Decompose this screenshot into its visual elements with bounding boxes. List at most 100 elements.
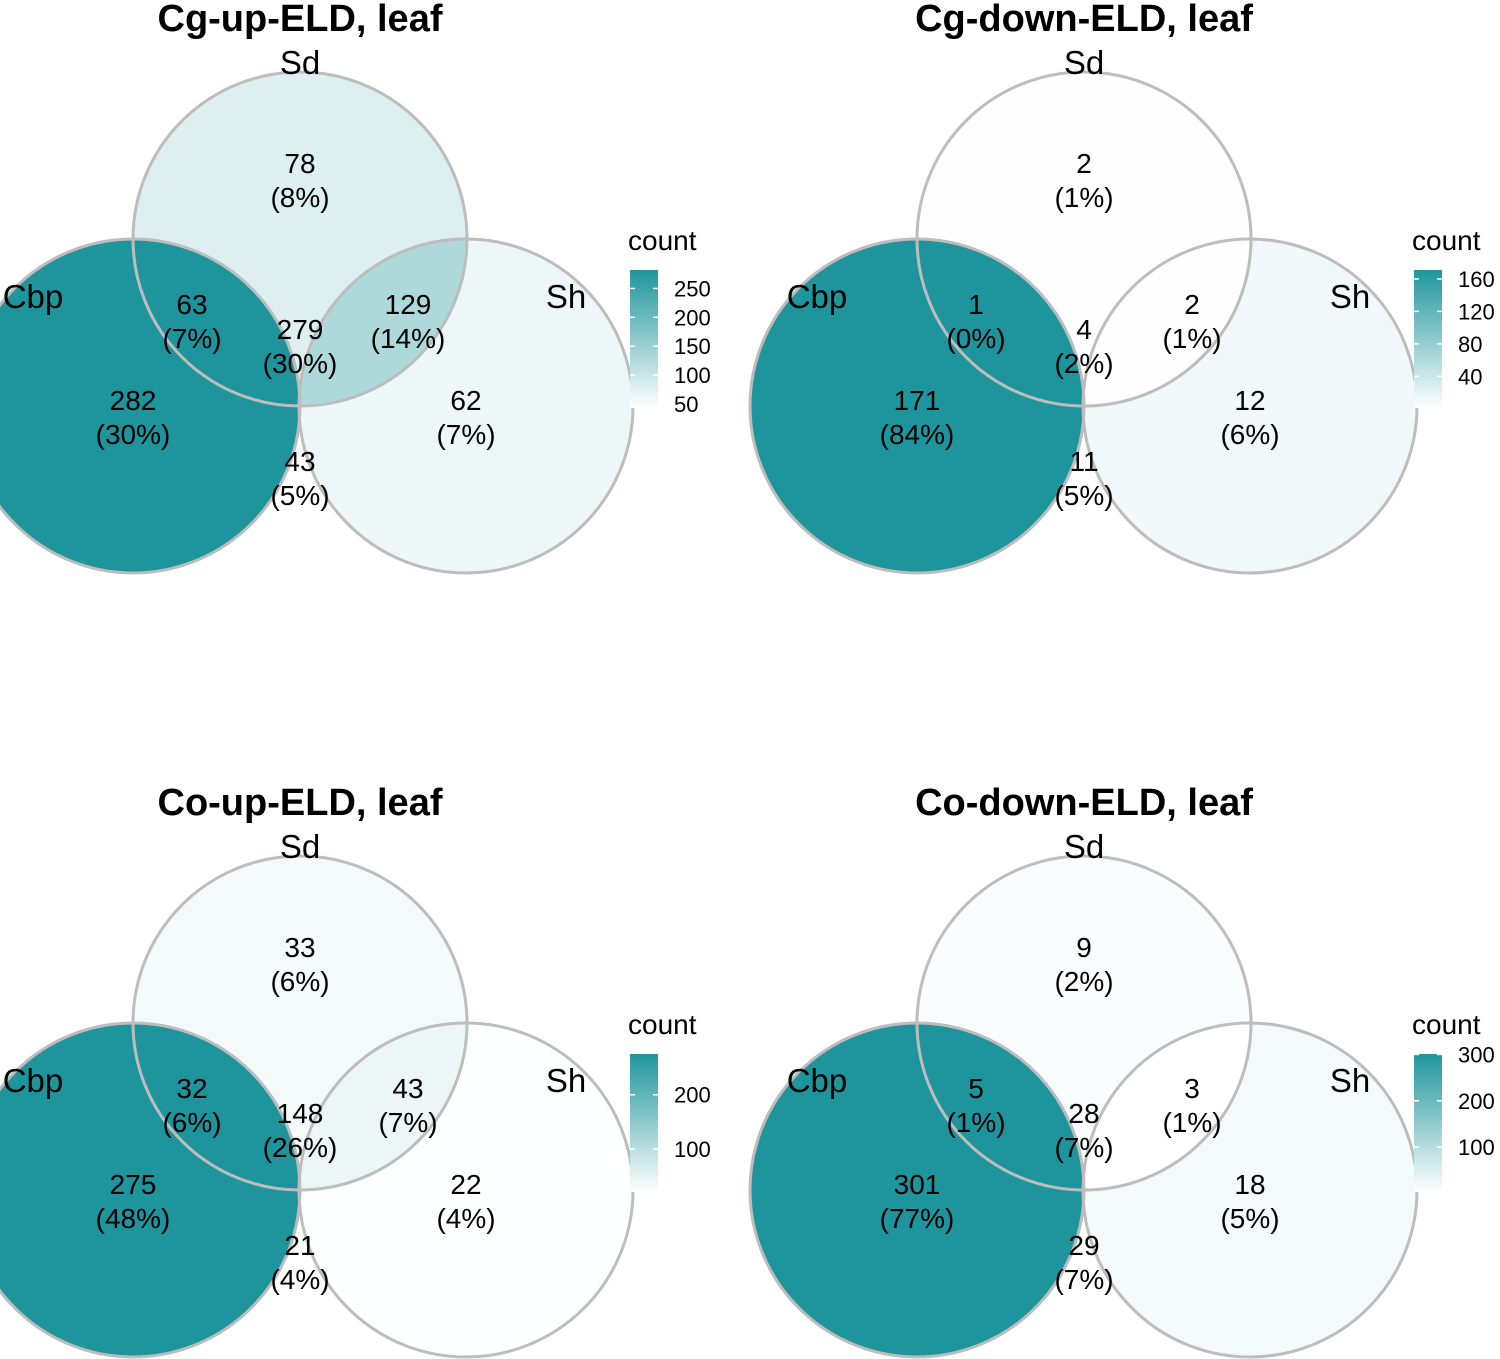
set-label-sh: Sh [546, 278, 586, 315]
region-count-sd-only: 78 [284, 148, 315, 179]
region-pct-cbp-sd: (1%) [946, 1107, 1005, 1138]
region-pct-sh-only: (7%) [436, 419, 495, 450]
region-count-cbp-sh: 29 [1068, 1230, 1099, 1261]
region-count-all: 4 [1076, 314, 1092, 345]
set-label-cbp: Cbp [3, 278, 64, 315]
set-label-sd: Sd [1064, 44, 1104, 81]
region-sd-only [133, 856, 467, 1190]
region-pct-cbp-sh: (5%) [1054, 480, 1113, 511]
region-cbp-only [749, 1023, 1084, 1357]
region-sh-only [299, 1023, 634, 1357]
legend-tick-label: 150 [674, 334, 711, 359]
legend-tick-label: 80 [1458, 332, 1482, 357]
legend-tick-label: 200 [1458, 1089, 1495, 1114]
region-sh-only [299, 239, 634, 573]
region-sh-only [1083, 1023, 1417, 1357]
legend-colorbar [1414, 1054, 1442, 1192]
region-sh-only [1083, 239, 1417, 573]
region-count-cbp-sh: 21 [284, 1230, 315, 1261]
region-sd-sh [1083, 1023, 1251, 1191]
region-pct-sh-only: (4%) [436, 1203, 495, 1234]
region-count-sh-only: 62 [450, 385, 481, 416]
set-label-sh: Sh [1330, 278, 1370, 315]
region-pct-sd-sh: (1%) [1162, 1107, 1221, 1138]
legend-tick-label: 300 [1458, 1042, 1495, 1067]
legend-tick-label: 100 [674, 1137, 711, 1162]
legend-colorbar [630, 1054, 658, 1192]
set-label-cbp: Cbp [3, 1062, 64, 1099]
region-count-all: 148 [277, 1098, 324, 1129]
legend-tick-label: 160 [1458, 267, 1495, 292]
region-count-sd-only: 33 [284, 932, 315, 963]
region-pct-all: (26%) [263, 1132, 338, 1163]
region-count-cbp-sd: 5 [968, 1073, 984, 1104]
region-count-cbp-only: 275 [110, 1169, 157, 1200]
region-pct-cbp-sh: (4%) [270, 1264, 329, 1295]
legend-colorbar [630, 270, 658, 408]
region-pct-cbp-only: (30%) [96, 419, 171, 450]
region-count-sd-sh: 2 [1184, 289, 1200, 320]
legend-tick-label: 100 [674, 363, 711, 388]
region-pct-cbp-only: (84%) [880, 419, 955, 450]
region-sd-only [917, 856, 1251, 1190]
region-pct-sh-only: (5%) [1220, 1203, 1279, 1234]
region-pct-all: (30%) [263, 348, 338, 379]
region-count-sh-only: 22 [450, 1169, 481, 1200]
legend-tick-label: 40 [1458, 364, 1482, 389]
region-count-cbp-sd: 1 [968, 289, 984, 320]
region-pct-cbp-sd: (0%) [946, 323, 1005, 354]
set-label-sd: Sd [1064, 828, 1104, 865]
region-pct-sd-only: (8%) [270, 182, 329, 213]
region-sd-only [917, 72, 1251, 406]
legend-tick-label: 50 [674, 392, 698, 417]
region-sd-sh [299, 239, 467, 407]
legend-tick-label: 250 [674, 276, 711, 301]
set-label-sh: Sh [1330, 1062, 1370, 1099]
region-pct-cbp-only: (48%) [96, 1203, 171, 1234]
legend-colorbar [1414, 270, 1442, 408]
set-label-sd: Sd [280, 828, 320, 865]
region-pct-sd-sh: (14%) [371, 323, 446, 354]
set-label-cbp: Cbp [787, 1062, 848, 1099]
region-cbp-only [0, 1023, 300, 1357]
region-sd-sh [299, 1023, 467, 1191]
region-cbp-only [749, 239, 1084, 574]
region-pct-cbp-sh: (7%) [1054, 1264, 1113, 1295]
region-pct-all: (2%) [1054, 348, 1113, 379]
region-pct-sd-sh: (1%) [1162, 323, 1221, 354]
chart-title: Cg-up-ELD, leaf [158, 0, 443, 40]
legend-title: count [1412, 1009, 1481, 1040]
region-pct-cbp-sh: (5%) [270, 480, 329, 511]
region-pct-cbp-only: (77%) [880, 1203, 955, 1234]
legend-tick-label: 200 [674, 305, 711, 330]
region-count-sh-only: 18 [1234, 1169, 1265, 1200]
region-count-sh-only: 12 [1234, 385, 1265, 416]
region-cbp-only [0, 239, 300, 573]
region-count-cbp-sd: 32 [176, 1073, 207, 1104]
region-pct-sd-only: (6%) [270, 966, 329, 997]
region-count-cbp-only: 301 [894, 1169, 941, 1200]
legend-title: count [628, 225, 697, 256]
region-count-sd-sh: 3 [1184, 1073, 1200, 1104]
region-count-sd-sh: 129 [385, 289, 432, 320]
set-label-sh: Sh [546, 1062, 586, 1099]
region-count-sd-only: 2 [1076, 148, 1092, 179]
region-count-sd-sh: 43 [392, 1073, 423, 1104]
legend-title: count [1412, 225, 1481, 256]
region-pct-sd-sh: (7%) [378, 1107, 437, 1138]
legend-tick-label: 200 [674, 1083, 711, 1108]
region-pct-sd-only: (2%) [1054, 966, 1113, 997]
region-sd-only [133, 72, 467, 406]
region-count-sd-only: 9 [1076, 932, 1092, 963]
region-count-cbp-sh: 11 [1069, 446, 1098, 477]
region-count-cbp-only: 171 [894, 385, 941, 416]
legend-tick-label: 120 [1458, 299, 1495, 324]
chart-title: Cg-down-ELD, leaf [915, 0, 1253, 40]
region-count-cbp-sd: 63 [176, 289, 207, 320]
region-count-cbp-sh: 43 [284, 446, 315, 477]
legend-tick-label: 100 [1458, 1135, 1495, 1160]
